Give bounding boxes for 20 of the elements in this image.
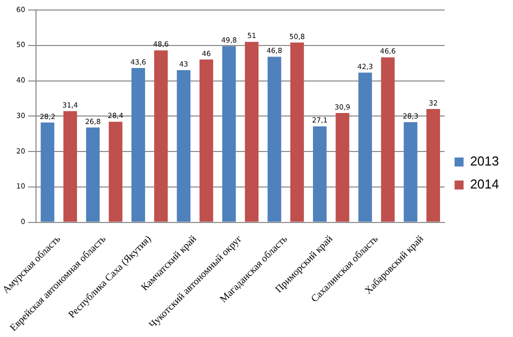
bar [176, 70, 190, 222]
legend-label: 2013 [470, 154, 499, 169]
bar [426, 109, 440, 222]
bar [244, 42, 259, 222]
bar [404, 122, 418, 222]
bar [381, 57, 395, 222]
bar [154, 50, 168, 222]
bar [108, 122, 122, 222]
bar [312, 126, 327, 222]
bar [200, 60, 214, 222]
bar [63, 111, 77, 222]
bar [40, 122, 54, 222]
bar [268, 56, 282, 222]
bar [131, 68, 146, 222]
bar [290, 42, 304, 222]
bar [358, 72, 372, 222]
bar [336, 112, 350, 222]
bar [86, 127, 100, 222]
bar [222, 46, 236, 222]
legend-label: 2014 [470, 176, 499, 192]
